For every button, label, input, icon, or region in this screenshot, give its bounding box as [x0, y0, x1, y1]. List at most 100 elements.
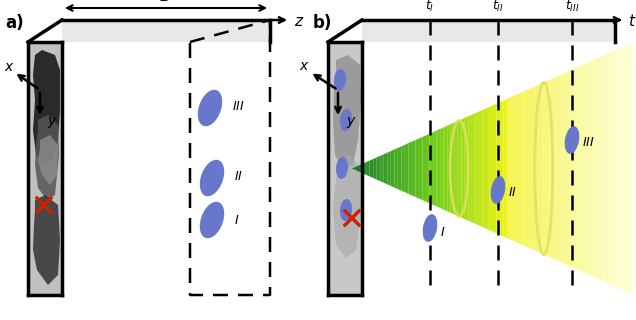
- Polygon shape: [33, 50, 60, 165]
- Polygon shape: [333, 155, 361, 258]
- Polygon shape: [479, 110, 483, 227]
- Polygon shape: [514, 94, 518, 243]
- Text: $t$: $t$: [628, 13, 636, 29]
- Polygon shape: [440, 127, 444, 210]
- Polygon shape: [370, 159, 373, 178]
- Polygon shape: [630, 42, 634, 295]
- Polygon shape: [500, 100, 504, 236]
- Polygon shape: [606, 53, 609, 284]
- Text: $II$: $II$: [508, 187, 517, 199]
- Text: $I$: $I$: [440, 226, 445, 238]
- Polygon shape: [627, 44, 630, 293]
- Text: $t_{III}$: $t_{III}$: [565, 0, 579, 14]
- Polygon shape: [475, 112, 479, 225]
- Polygon shape: [521, 91, 525, 246]
- Polygon shape: [507, 97, 511, 240]
- Polygon shape: [429, 132, 433, 205]
- Polygon shape: [616, 48, 620, 289]
- Text: $III$: $III$: [582, 135, 595, 148]
- Polygon shape: [563, 72, 567, 265]
- Polygon shape: [35, 115, 59, 200]
- Polygon shape: [543, 82, 546, 255]
- Text: $y$: $y$: [47, 115, 58, 130]
- Polygon shape: [433, 131, 436, 206]
- Polygon shape: [38, 135, 58, 185]
- Polygon shape: [419, 137, 422, 200]
- Polygon shape: [577, 66, 581, 271]
- Polygon shape: [567, 70, 570, 267]
- Polygon shape: [609, 52, 613, 285]
- Polygon shape: [581, 64, 584, 273]
- Polygon shape: [623, 45, 627, 292]
- Polygon shape: [33, 195, 60, 285]
- Ellipse shape: [340, 109, 352, 131]
- Polygon shape: [405, 143, 408, 194]
- Polygon shape: [333, 55, 361, 168]
- Polygon shape: [394, 148, 398, 189]
- Polygon shape: [595, 58, 598, 279]
- Text: $z$: $z$: [294, 13, 305, 28]
- Polygon shape: [366, 161, 370, 176]
- Polygon shape: [570, 69, 574, 268]
- Polygon shape: [373, 157, 377, 180]
- Polygon shape: [408, 142, 412, 196]
- Polygon shape: [380, 154, 384, 183]
- Text: $II$: $II$: [234, 170, 243, 182]
- Polygon shape: [591, 60, 595, 278]
- Polygon shape: [504, 99, 507, 238]
- Polygon shape: [620, 47, 623, 290]
- Polygon shape: [415, 139, 419, 198]
- Text: $y$: $y$: [346, 115, 357, 130]
- Polygon shape: [560, 74, 563, 263]
- Polygon shape: [384, 153, 387, 184]
- Text: $t_I$: $t_I$: [425, 0, 434, 14]
- Ellipse shape: [423, 214, 438, 242]
- Ellipse shape: [336, 157, 348, 179]
- Polygon shape: [352, 167, 356, 170]
- Polygon shape: [62, 20, 270, 42]
- Ellipse shape: [334, 69, 346, 91]
- Polygon shape: [465, 116, 468, 221]
- Polygon shape: [518, 92, 521, 244]
- Polygon shape: [359, 164, 363, 173]
- Ellipse shape: [340, 199, 352, 221]
- Polygon shape: [588, 61, 591, 276]
- Polygon shape: [387, 151, 391, 186]
- Polygon shape: [539, 83, 543, 254]
- Text: $t_{II}$: $t_{II}$: [492, 0, 504, 14]
- Polygon shape: [490, 105, 493, 232]
- Polygon shape: [328, 42, 362, 295]
- Polygon shape: [454, 121, 458, 216]
- Polygon shape: [613, 50, 616, 287]
- Polygon shape: [426, 134, 429, 203]
- Polygon shape: [28, 42, 62, 295]
- Text: a): a): [5, 14, 24, 32]
- Polygon shape: [447, 124, 451, 213]
- Ellipse shape: [200, 160, 225, 196]
- Polygon shape: [598, 56, 602, 281]
- Polygon shape: [536, 85, 539, 252]
- Polygon shape: [602, 55, 606, 282]
- Polygon shape: [483, 108, 486, 228]
- Polygon shape: [532, 86, 536, 251]
- Polygon shape: [472, 113, 475, 224]
- Ellipse shape: [198, 90, 222, 126]
- Polygon shape: [458, 119, 461, 218]
- Polygon shape: [584, 62, 588, 275]
- Ellipse shape: [565, 126, 579, 154]
- Ellipse shape: [491, 176, 506, 204]
- Text: $x$: $x$: [299, 59, 309, 73]
- Polygon shape: [553, 77, 556, 260]
- Polygon shape: [377, 156, 380, 181]
- Text: $x$: $x$: [4, 60, 15, 74]
- Polygon shape: [398, 146, 401, 191]
- Polygon shape: [468, 115, 472, 222]
- Polygon shape: [574, 67, 577, 270]
- Polygon shape: [511, 96, 514, 241]
- Polygon shape: [493, 104, 497, 233]
- Polygon shape: [356, 165, 359, 172]
- Polygon shape: [550, 78, 553, 259]
- Polygon shape: [436, 129, 440, 208]
- Text: $I$: $I$: [234, 213, 239, 227]
- Polygon shape: [412, 140, 415, 197]
